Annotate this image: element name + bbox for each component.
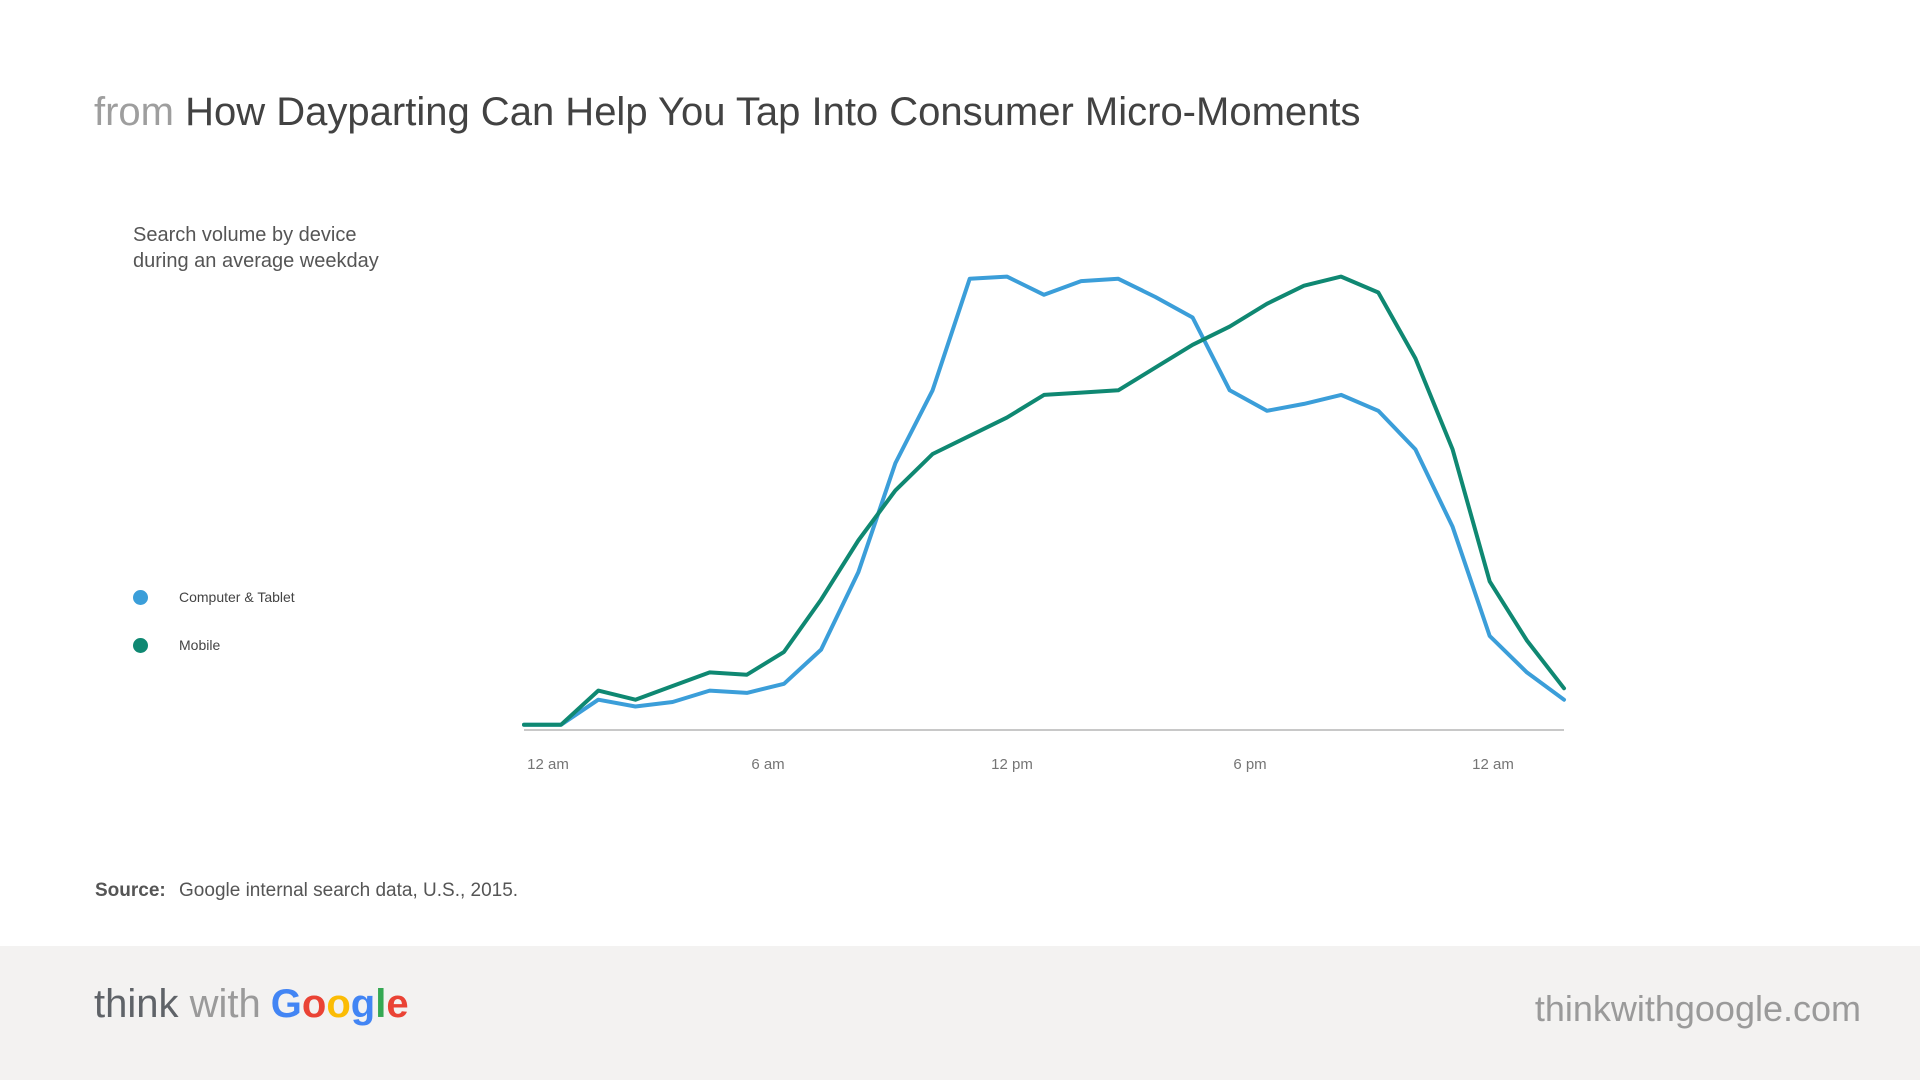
x-tick-label: 12 am xyxy=(1472,756,1514,773)
chart-title: Search volume by device during an averag… xyxy=(133,222,473,274)
legend-item-mobile: Mobile xyxy=(133,633,295,657)
source-note: Source: Google internal search data, U.S… xyxy=(95,880,518,902)
chart-title-line2: during an average weekday xyxy=(133,250,379,272)
series-line-mobile xyxy=(522,274,1566,727)
logo-letter: G xyxy=(270,982,302,1026)
legend-label: Mobile xyxy=(179,637,221,653)
think-with-google-logo: think with Google xyxy=(94,982,409,1027)
x-tick-label: 6 pm xyxy=(1233,756,1266,773)
logo-think: think xyxy=(94,982,179,1026)
legend-label: Computer & Tablet xyxy=(179,589,295,605)
x-tick-label: 12 pm xyxy=(991,756,1033,773)
logo-with: with xyxy=(189,982,261,1026)
x-tick-label: 6 am xyxy=(751,756,784,773)
footer-url: thinkwithgoogle.com xyxy=(1534,988,1861,1029)
chart-title-line1: Search volume by device xyxy=(133,224,357,246)
chart-legend: Computer & Tablet Mobile xyxy=(133,585,295,681)
logo-letter: g xyxy=(350,982,376,1026)
logo-google: Google xyxy=(271,982,409,1026)
series-line-computer-tablet xyxy=(522,274,1566,727)
legend-dot-icon xyxy=(133,637,148,653)
title-prefix: from xyxy=(94,90,174,134)
logo-letter: o xyxy=(301,982,327,1026)
logo-letter: e xyxy=(386,982,409,1026)
source-label: Source: xyxy=(95,880,166,901)
line-chart: 12 am 6 am 12 pm 6 pm 12 am xyxy=(522,274,1566,773)
legend-item-computer-tablet: Computer & Tablet xyxy=(133,585,295,609)
source-text: Google internal search data, U.S., 2015. xyxy=(179,880,519,901)
logo-letter: l xyxy=(375,982,387,1026)
legend-dot-icon xyxy=(133,589,148,605)
title-text: How Dayparting Can Help You Tap Into Con… xyxy=(185,90,1361,134)
footer: think with Google thinkwithgoogle.com xyxy=(0,946,1920,1080)
x-tick-label: 12 am xyxy=(527,756,569,773)
page-title: from How Dayparting Can Help You Tap Int… xyxy=(94,90,1361,135)
logo-letter: o xyxy=(326,982,351,1026)
